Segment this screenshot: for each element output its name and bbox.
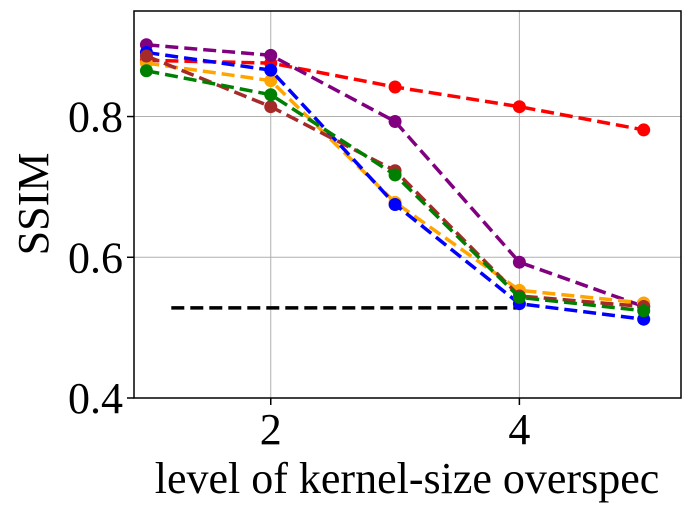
data-point-green: [264, 88, 278, 102]
x-tick-label: 2: [260, 405, 282, 454]
data-point-red: [512, 100, 526, 114]
data-point-green: [637, 304, 651, 318]
ticks-layer: 2 4 0.4 0.6 0.8: [68, 93, 530, 454]
plot-frame: [133, 10, 682, 399]
data-point-blue: [388, 198, 402, 211]
grid-layer: [134, 11, 681, 399]
data-point-orange: [264, 74, 278, 88]
data-point-brown: [139, 49, 153, 63]
y-tick-label: 0.8: [68, 93, 123, 142]
series-orange: [139, 56, 651, 310]
x-tick-label: 4: [508, 405, 530, 454]
series-green: [139, 64, 651, 318]
data-point-brown: [264, 100, 278, 114]
data-point-green: [512, 290, 526, 304]
data-point-purple: [512, 255, 526, 269]
data-point-purple: [264, 48, 278, 62]
data-point-red: [637, 123, 651, 137]
y-tick-label: 0.6: [68, 233, 123, 282]
y-axis-title: SSIM: [9, 153, 58, 256]
data-point-green: [388, 168, 402, 182]
data-point-blue: [264, 63, 278, 77]
x-axis-title: level of kernel-size overspec: [155, 454, 660, 503]
series-line-purple: [146, 43, 645, 309]
series-line-orange: [146, 61, 644, 305]
data-point-green: [139, 64, 153, 78]
data-point-purple: [388, 114, 402, 128]
data-point-red: [388, 80, 402, 94]
series-layer: [139, 38, 651, 326]
y-tick-label: 0.4: [68, 374, 123, 423]
series-line-green: [146, 69, 644, 313]
